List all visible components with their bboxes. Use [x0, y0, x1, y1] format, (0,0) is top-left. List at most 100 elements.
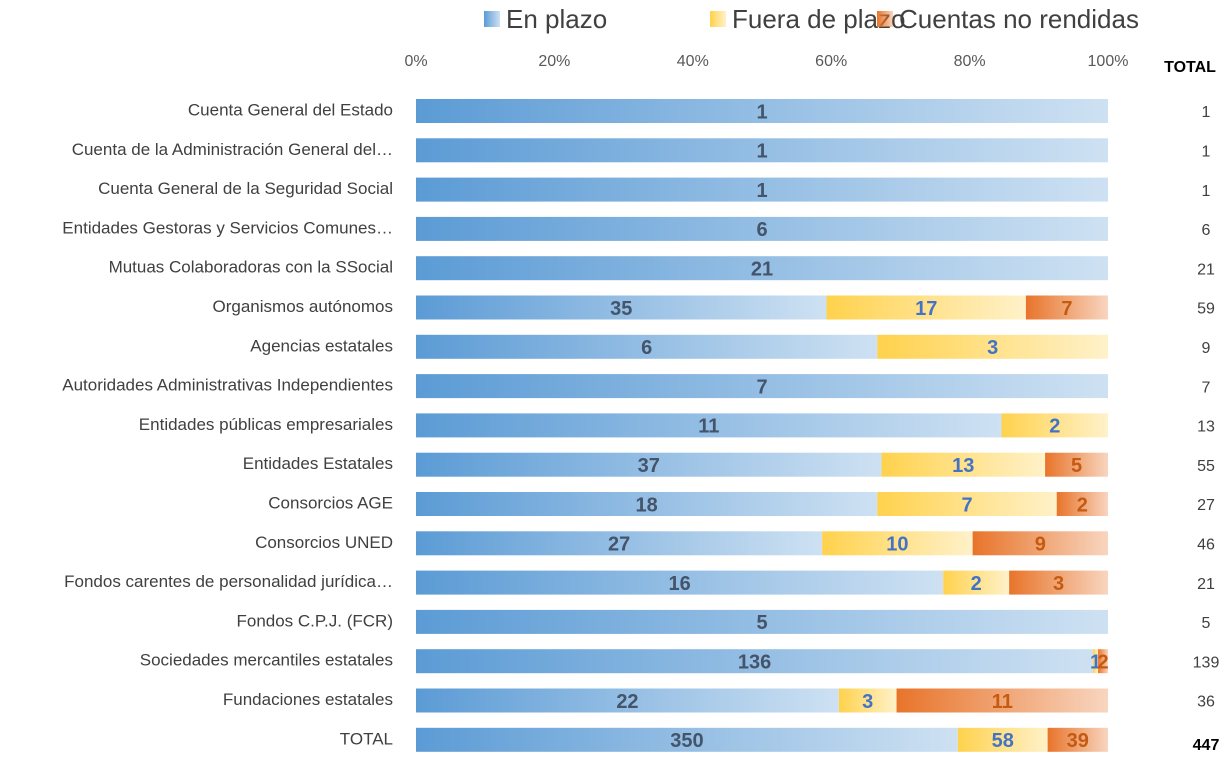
bar-segment	[416, 452, 882, 477]
legend-label: Cuentas no rendidas	[899, 4, 1139, 34]
bar-segment	[416, 570, 944, 595]
category-label: Consorcios UNED	[255, 533, 393, 552]
bar-segment	[1025, 295, 1108, 320]
data-label: 3	[987, 337, 998, 359]
bar-segment	[416, 295, 827, 320]
data-label: 11	[992, 691, 1013, 713]
x-tick-label: 60%	[815, 53, 847, 70]
data-label: 6	[641, 337, 652, 359]
bar-segment	[416, 413, 1002, 438]
data-label: 21	[751, 258, 773, 280]
x-tick-label: 20%	[538, 53, 570, 70]
data-label: 58	[992, 730, 1014, 752]
category-label: Entidades públicas empresariales	[139, 415, 393, 434]
data-label: 11	[698, 416, 719, 438]
data-label: 13	[952, 455, 974, 477]
category-label: Cuenta de la Administración General del…	[72, 140, 393, 159]
legend-swatch	[877, 11, 893, 27]
total-label: 5	[1202, 615, 1211, 632]
total-label: 55	[1197, 458, 1215, 475]
total-label: 1	[1202, 104, 1211, 121]
data-label: 2	[1077, 494, 1088, 516]
data-label: 1	[756, 180, 767, 202]
bar-segment	[1093, 649, 1099, 674]
bar-segment	[1009, 570, 1108, 595]
data-label: 136	[738, 651, 771, 673]
bar-segment	[826, 295, 1026, 320]
data-label: 2	[1097, 651, 1108, 673]
bar-segment	[1001, 413, 1108, 438]
bar-segment	[416, 216, 1108, 241]
category-label: Organismos autónomos	[213, 297, 393, 316]
total-label: 6	[1202, 222, 1211, 239]
bar-segment	[1047, 727, 1108, 752]
bar-segment	[416, 374, 1108, 399]
category-label: Agencias estatales	[250, 336, 393, 355]
category-label: Cuenta General del Estado	[188, 100, 393, 119]
data-label: 3	[862, 691, 873, 713]
total-label: 36	[1197, 694, 1215, 711]
category-label: Mutuas Colaboradoras con la SSocial	[109, 258, 393, 277]
bar-segment	[877, 334, 1108, 359]
data-label: 2	[1049, 416, 1060, 438]
data-label: 5	[1071, 455, 1082, 477]
data-label: 35	[610, 298, 632, 320]
category-label: Entidades Estatales	[243, 454, 393, 473]
total-label: 139	[1193, 654, 1220, 671]
category-label: Consorcios AGE	[268, 493, 393, 512]
bar-segment	[416, 727, 958, 752]
data-label: 37	[638, 455, 660, 477]
data-label: 16	[668, 573, 690, 595]
total-label: 9	[1202, 340, 1211, 357]
category-label: Fondos C.P.J. (FCR)	[236, 611, 393, 630]
data-label: 1	[756, 101, 767, 123]
data-label: 6	[756, 219, 767, 241]
bar-segment	[1045, 452, 1108, 477]
legend-swatch	[710, 11, 726, 27]
bar-segment	[972, 531, 1108, 556]
data-label: 22	[616, 691, 638, 713]
legend-label: En plazo	[506, 4, 607, 34]
total-label: 1	[1202, 144, 1211, 161]
bar-segment	[416, 256, 1108, 281]
category-label: Autoridades Administrativas Independient…	[62, 376, 393, 395]
x-tick-label: 40%	[677, 53, 709, 70]
x-tick-label: 0%	[404, 53, 427, 70]
bar-segment	[1098, 649, 1108, 674]
bar-segment	[416, 609, 1108, 634]
bar-segment	[416, 138, 1108, 163]
data-label: 10	[886, 534, 908, 556]
data-label: 3	[1053, 573, 1064, 595]
data-label: 350	[670, 730, 703, 752]
data-label: 2	[971, 573, 982, 595]
data-label: 1	[756, 141, 767, 163]
bar-segment	[957, 727, 1048, 752]
bar-segment	[881, 452, 1046, 477]
total-label: 1	[1202, 183, 1211, 200]
data-label: 1	[1090, 651, 1101, 673]
total-label: 21	[1197, 576, 1215, 593]
bar-segment	[838, 688, 897, 713]
data-label: 17	[915, 298, 937, 320]
bar-segment	[416, 334, 878, 359]
total-label: 7	[1202, 379, 1211, 396]
bar-segment	[822, 531, 973, 556]
total-label: 447	[1193, 737, 1220, 754]
bar-segment	[416, 688, 839, 713]
category-label: Entidades Gestoras y Servicios Comunes…	[62, 218, 393, 237]
bar-segment	[896, 688, 1108, 713]
bar-segment	[877, 492, 1057, 516]
total-label: 46	[1197, 537, 1215, 554]
bar-segment	[1056, 492, 1108, 516]
total-label: 13	[1197, 419, 1215, 436]
x-tick-label: 100%	[1088, 53, 1129, 70]
category-label: TOTAL	[340, 729, 393, 748]
data-label: 5	[756, 612, 767, 634]
bar-segment	[416, 531, 823, 556]
bar-segment	[943, 570, 1010, 595]
totals-header: TOTAL	[1164, 59, 1216, 76]
legend-swatch	[484, 11, 500, 27]
category-label: Cuenta General de la Seguridad Social	[98, 179, 393, 198]
data-label: 7	[756, 376, 767, 398]
